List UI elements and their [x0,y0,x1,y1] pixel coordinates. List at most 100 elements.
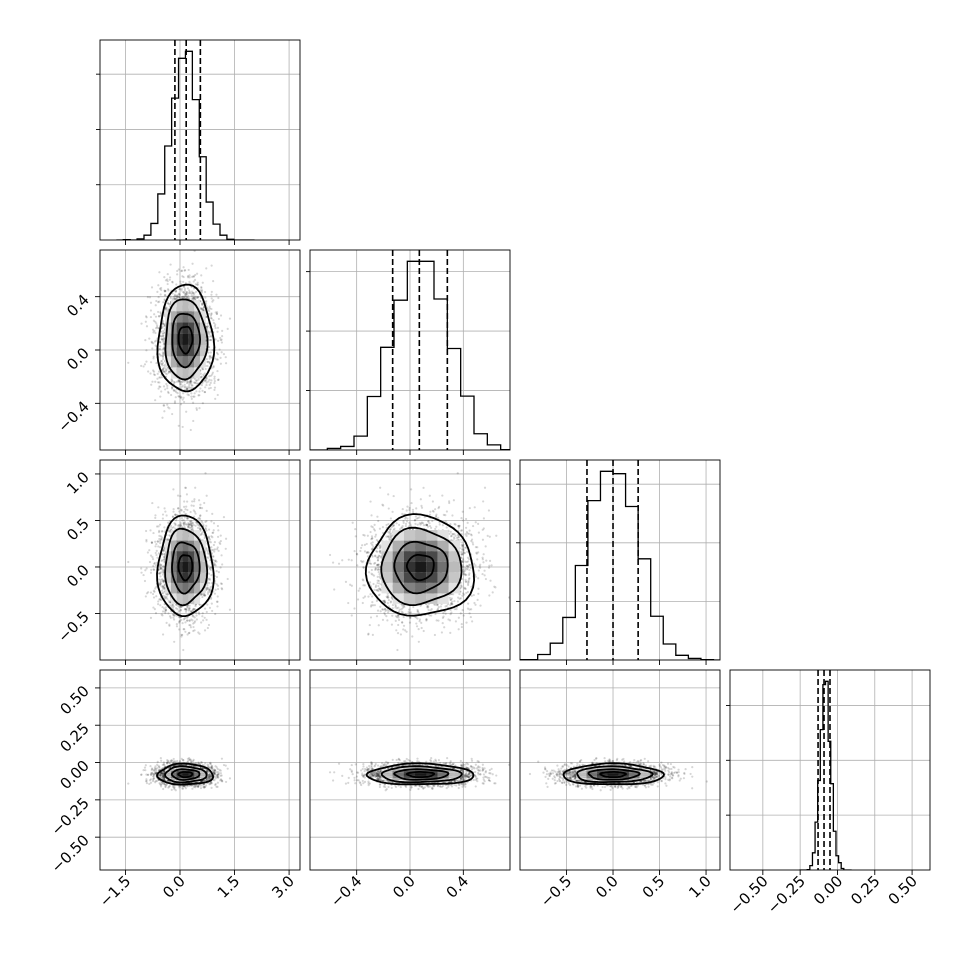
sample-point [205,326,208,329]
sample-point [196,526,200,529]
sample-point [165,595,168,598]
sample-point [206,325,210,328]
sample-point [163,337,166,341]
sample-point [201,402,204,405]
density-cell [176,333,183,345]
sample-point [156,540,160,543]
sample-point [161,320,165,323]
sample-point [155,339,158,342]
sample-point [156,377,159,380]
sample-point [188,631,191,635]
sample-point [215,560,218,563]
sample-point [219,566,222,569]
sample-point [163,370,166,373]
sample-point [219,314,223,317]
sample-point [159,312,163,315]
sample-point [153,561,157,565]
sample-point [170,393,173,397]
sample-point [202,308,205,311]
sample-point [189,428,192,432]
sample-point [195,390,198,393]
sample-point [159,535,163,538]
sample-point [157,387,160,390]
sample-point [195,296,198,299]
sample-point [154,380,157,383]
sample-point [201,389,204,392]
sample-point [158,376,161,379]
sample-point [187,268,190,272]
sample-point [161,579,164,583]
sample-point [219,338,222,342]
sample-point [182,521,185,524]
sample-point [166,387,169,390]
sample-point [178,606,181,609]
sample-point [147,370,150,373]
sample-point [172,605,175,608]
sample-point [195,408,198,411]
sample-point [165,306,168,309]
sample-point [161,347,165,351]
sample-point [152,357,155,360]
sample-point [210,602,213,605]
sample-point [217,529,220,532]
sample-point [160,559,163,562]
sample-point [162,354,165,357]
sample-point [205,358,208,361]
sample-point [183,526,186,529]
sample-point [178,525,181,528]
sample-point [210,520,213,523]
sample-point [166,593,169,596]
sample-point [163,610,166,613]
sample-point [194,290,198,294]
sample-point [161,571,165,574]
sample-point [160,563,163,567]
sample-point [189,380,193,383]
sample-point [171,280,174,283]
sample-point [164,367,168,371]
sample-point [214,311,217,314]
sample-point [157,370,161,373]
sample-point [162,334,165,338]
sample-point [164,294,167,297]
sample-point [162,346,165,349]
sample-point [221,563,224,566]
sample-point [182,291,185,294]
sample-point [211,373,214,376]
sample-point [194,521,197,524]
sample-point [162,367,165,371]
panel-2-0: −0.50.00.51.0 [54,459,301,665]
sample-point [195,618,198,621]
sample-point [185,616,189,619]
sample-point [209,586,212,589]
sample-point [210,312,213,315]
density-cell [182,367,189,379]
sample-point [152,606,155,609]
density-cell [199,311,206,323]
sample-point [157,300,160,304]
sample-point [224,547,227,550]
sample-point [153,313,156,316]
sample-point [186,525,190,528]
sample-point [172,616,175,619]
sample-point [185,608,188,611]
sample-point [166,403,169,406]
sample-point [180,508,183,511]
sample-point [203,594,206,597]
sample-point [167,302,170,305]
sample-point [158,582,161,586]
sample-point [154,315,158,318]
sample-point [161,416,164,419]
sample-point [208,333,211,336]
sample-point [217,317,220,321]
sample-point [208,335,211,338]
sample-point [186,393,189,396]
sample-point [194,486,197,489]
sample-point [181,295,184,298]
sample-point [163,526,166,529]
sample-point [178,395,181,398]
sample-point [183,383,186,386]
sample-point [162,352,165,355]
sample-point [152,568,156,571]
sample-point [173,297,177,300]
sample-point [158,583,161,586]
